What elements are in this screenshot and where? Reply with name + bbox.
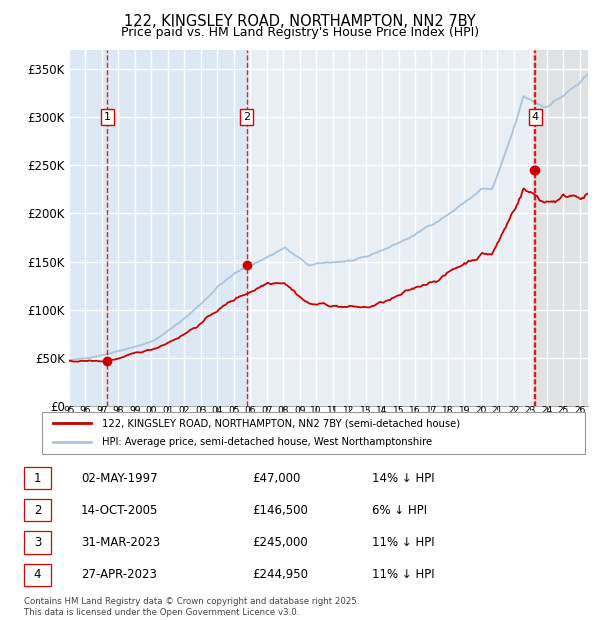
Text: £47,000: £47,000 — [252, 472, 301, 484]
FancyBboxPatch shape — [42, 412, 585, 454]
Bar — [535, 50, 588, 406]
Text: 14% ↓ HPI: 14% ↓ HPI — [372, 472, 434, 484]
Text: 4: 4 — [34, 569, 41, 581]
Text: 20: 20 — [261, 436, 272, 446]
Text: 20: 20 — [146, 436, 157, 446]
Text: 20: 20 — [557, 436, 569, 446]
Text: 14: 14 — [376, 406, 388, 415]
Text: 05: 05 — [228, 406, 239, 415]
Text: 19: 19 — [96, 436, 108, 446]
Text: 19: 19 — [63, 436, 75, 446]
Text: 96: 96 — [80, 406, 91, 415]
Text: 20: 20 — [310, 436, 322, 446]
Text: 11% ↓ HPI: 11% ↓ HPI — [372, 569, 434, 581]
Text: 09: 09 — [294, 406, 305, 415]
Text: 20: 20 — [212, 436, 223, 446]
Text: 20: 20 — [409, 436, 421, 446]
Text: 24: 24 — [541, 406, 553, 415]
Bar — [535, 50, 588, 406]
Text: 20: 20 — [393, 436, 404, 446]
Text: 1: 1 — [104, 112, 111, 122]
Text: Price paid vs. HM Land Registry's House Price Index (HPI): Price paid vs. HM Land Registry's House … — [121, 26, 479, 39]
Text: 23: 23 — [524, 406, 536, 415]
Text: 25: 25 — [557, 406, 569, 415]
Text: 20: 20 — [360, 436, 371, 446]
Text: 20: 20 — [508, 436, 520, 446]
Text: 02: 02 — [179, 406, 190, 415]
Text: 20: 20 — [475, 436, 487, 446]
Text: 19: 19 — [129, 436, 140, 446]
Text: 20: 20 — [491, 436, 503, 446]
Text: 20: 20 — [459, 436, 470, 446]
Text: 20: 20 — [179, 436, 190, 446]
Text: 17: 17 — [426, 406, 437, 415]
Text: 21: 21 — [491, 406, 503, 415]
Text: 22: 22 — [508, 406, 520, 415]
Text: 02-MAY-1997: 02-MAY-1997 — [81, 472, 158, 484]
Text: 00: 00 — [146, 406, 157, 415]
Text: 20: 20 — [426, 436, 437, 446]
Text: 04: 04 — [212, 406, 223, 415]
Text: 122, KINGSLEY ROAD, NORTHAMPTON, NN2 7BY: 122, KINGSLEY ROAD, NORTHAMPTON, NN2 7BY — [124, 14, 476, 29]
Text: 19: 19 — [80, 436, 91, 446]
Text: 12: 12 — [343, 406, 355, 415]
Text: 03: 03 — [195, 406, 206, 415]
Text: 20: 20 — [327, 436, 338, 446]
Text: £244,950: £244,950 — [252, 569, 308, 581]
Text: £245,000: £245,000 — [252, 536, 308, 549]
Text: 20: 20 — [343, 436, 355, 446]
Text: 20: 20 — [574, 436, 586, 446]
Text: 07: 07 — [261, 406, 272, 415]
Text: £146,500: £146,500 — [252, 504, 308, 516]
Text: 95: 95 — [63, 406, 75, 415]
Text: 20: 20 — [162, 436, 173, 446]
Text: 2: 2 — [34, 504, 41, 516]
Text: 19: 19 — [458, 406, 470, 415]
Text: 20: 20 — [245, 436, 256, 446]
Text: 06: 06 — [244, 406, 256, 415]
Text: 10: 10 — [310, 406, 322, 415]
Text: 13: 13 — [360, 406, 371, 415]
Text: 2: 2 — [243, 112, 250, 122]
Text: 20: 20 — [278, 436, 289, 446]
Text: 18: 18 — [442, 406, 454, 415]
Text: Contains HM Land Registry data © Crown copyright and database right 2025.
This d: Contains HM Land Registry data © Crown c… — [24, 598, 359, 617]
Text: 14-OCT-2005: 14-OCT-2005 — [81, 504, 158, 516]
Text: 98: 98 — [113, 406, 124, 415]
Text: 20: 20 — [228, 436, 239, 446]
Text: 20: 20 — [294, 436, 305, 446]
Text: 08: 08 — [277, 406, 289, 415]
Text: 11% ↓ HPI: 11% ↓ HPI — [372, 536, 434, 549]
Text: 27-APR-2023: 27-APR-2023 — [81, 569, 157, 581]
Text: 11: 11 — [327, 406, 338, 415]
Text: 20: 20 — [195, 436, 206, 446]
Text: 4: 4 — [532, 112, 539, 122]
Text: 01: 01 — [162, 406, 173, 415]
Text: 31-MAR-2023: 31-MAR-2023 — [81, 536, 160, 549]
Text: 20: 20 — [475, 406, 487, 415]
Text: 20: 20 — [524, 436, 536, 446]
Text: 99: 99 — [129, 406, 140, 415]
Text: 1: 1 — [34, 472, 41, 484]
Text: HPI: Average price, semi-detached house, West Northamptonshire: HPI: Average price, semi-detached house,… — [102, 438, 432, 448]
Text: 26: 26 — [574, 406, 586, 415]
Text: 6% ↓ HPI: 6% ↓ HPI — [372, 504, 427, 516]
Text: 20: 20 — [442, 436, 454, 446]
Text: 15: 15 — [393, 406, 404, 415]
Bar — [69, 50, 247, 406]
Text: 16: 16 — [409, 406, 421, 415]
Text: 97: 97 — [96, 406, 108, 415]
Text: 19: 19 — [113, 436, 124, 446]
Text: 122, KINGSLEY ROAD, NORTHAMPTON, NN2 7BY (semi-detached house): 122, KINGSLEY ROAD, NORTHAMPTON, NN2 7BY… — [102, 418, 460, 428]
Text: 20: 20 — [376, 436, 388, 446]
Text: 3: 3 — [34, 536, 41, 549]
Text: 20: 20 — [541, 436, 553, 446]
